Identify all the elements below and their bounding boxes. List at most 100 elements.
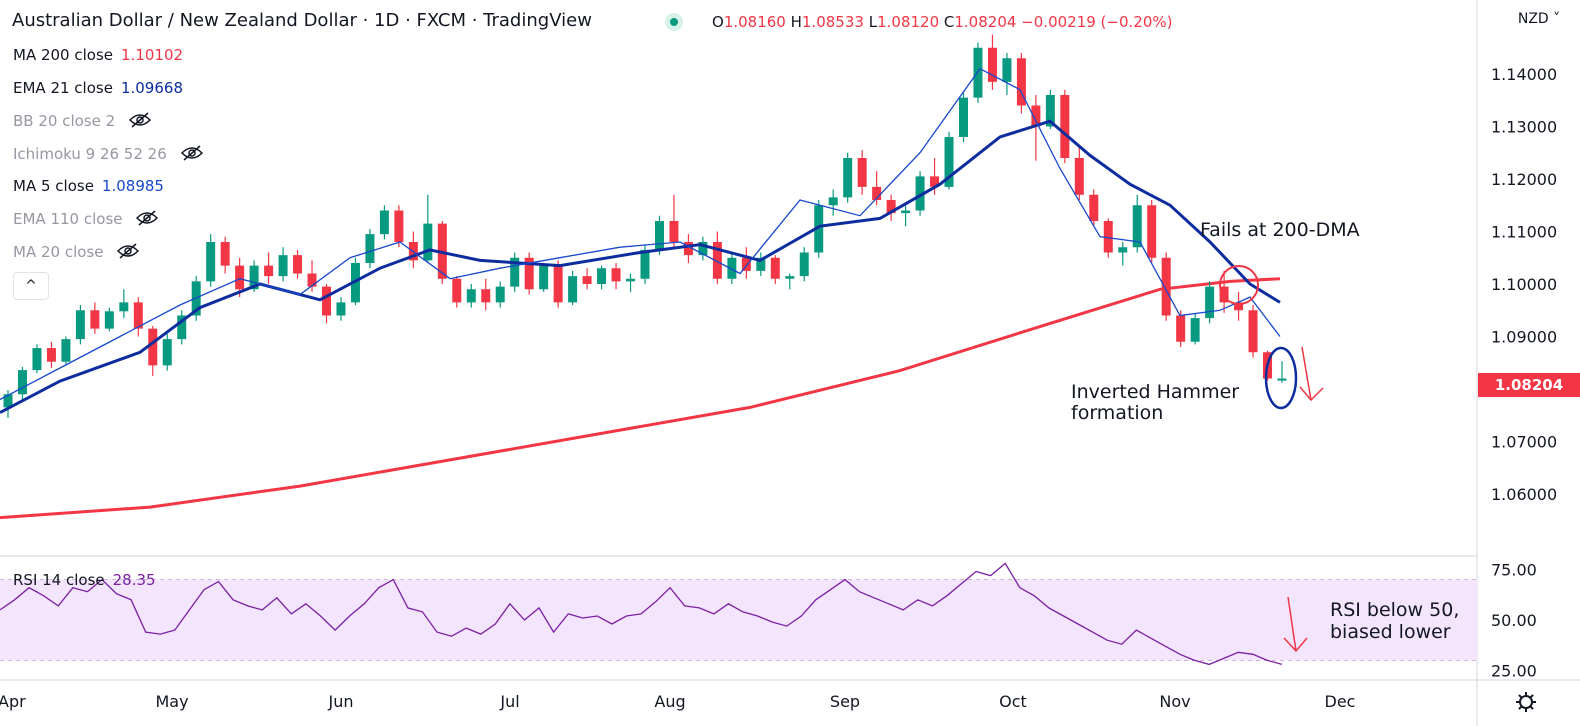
currency-selector[interactable]: NZD ˅ (1517, 11, 1561, 27)
candle (322, 284, 331, 324)
time-tick-label: Sep (830, 692, 860, 711)
candle (1089, 189, 1099, 227)
rsi-tick-label: 25.00 (1491, 662, 1537, 681)
legend-ma200[interactable]: MA 200 close 1.10102 (13, 46, 184, 64)
candle (915, 171, 925, 216)
candle (495, 281, 505, 308)
legend-ma5[interactable]: MA 5 close 1.08985 (13, 177, 164, 195)
candle (220, 236, 230, 274)
price-tick-label: 1.09000 (1491, 328, 1557, 347)
time-tick-label: Jul (499, 692, 519, 711)
candle (379, 205, 389, 240)
market-status-icon (665, 13, 683, 31)
candle (336, 297, 346, 321)
hidden-eye-icon[interactable] (135, 209, 159, 227)
legend-ema110[interactable]: EMA 110 close (13, 209, 159, 228)
candle (1118, 242, 1128, 266)
legend-ema21[interactable]: EMA 21 close 1.09668 (13, 79, 183, 97)
settings-gear-icon[interactable] (1516, 692, 1536, 712)
time-tick-label: Dec (1325, 692, 1356, 711)
time-tick-label: Apr (0, 692, 26, 711)
candle (293, 249, 303, 279)
annotation-fails: Fails at 200-DMA (1200, 219, 1360, 241)
price-tick-label: 1.07000 (1491, 433, 1557, 452)
candle (698, 236, 708, 261)
rsi-line (0, 562, 1283, 666)
time-tick-label: Aug (654, 692, 685, 711)
candle (148, 326, 158, 376)
candle (133, 297, 143, 337)
candle (1176, 310, 1186, 347)
candle (466, 284, 476, 308)
hidden-eye-icon[interactable] (128, 111, 152, 129)
candle (1161, 252, 1171, 321)
legend-ichimoku[interactable]: Ichimoku 9 26 52 26 (13, 144, 204, 163)
candle (959, 92, 968, 143)
legend-ma20[interactable]: MA 20 close (13, 242, 140, 261)
candle (944, 131, 954, 190)
candle (799, 247, 809, 282)
rsi-down-arrow (1283, 596, 1308, 653)
candle (1190, 312, 1200, 345)
candle (90, 302, 100, 334)
candle (539, 263, 549, 292)
candle (828, 189, 838, 216)
candle (843, 152, 853, 203)
annotation-rsi-line2: biased lower (1330, 621, 1451, 643)
candle (1277, 361, 1287, 383)
candle (669, 194, 679, 248)
candle (597, 265, 607, 290)
candle (61, 336, 71, 366)
candle (365, 228, 375, 269)
candle (481, 278, 491, 311)
time-tick-label: May (155, 692, 188, 711)
candle (206, 234, 216, 287)
candle (119, 289, 129, 319)
annotation-rsi-line1: RSI below 50, (1330, 599, 1460, 621)
rsi-legend[interactable]: RSI 14 close 28.35 (13, 571, 156, 589)
candle (973, 42, 983, 103)
candle (683, 234, 693, 263)
candle (626, 273, 636, 292)
hidden-eye-icon[interactable] (116, 242, 140, 260)
candle (17, 366, 27, 400)
legend-bb[interactable]: BB 20 close 2 (13, 111, 152, 130)
candle (814, 200, 824, 258)
candle (582, 268, 592, 290)
hammer-ellipse (1264, 346, 1298, 410)
rsi-tick-label: 50.00 (1491, 611, 1537, 630)
candle (857, 150, 867, 195)
candle (1219, 270, 1229, 313)
candle (104, 307, 114, 332)
candle (1031, 95, 1041, 161)
annotation-marks (1219, 265, 1324, 653)
candle (452, 276, 462, 308)
chart-title: Australian Dollar / New Zealand Dollar ·… (12, 10, 592, 31)
price-tick-label: 1.12000 (1491, 170, 1557, 189)
time-tick-label: Oct (999, 692, 1027, 711)
price-tick-label: 1.11000 (1491, 223, 1557, 242)
price-tick-label: 1.14000 (1491, 65, 1557, 84)
candle (46, 341, 56, 368)
rsi-path (0, 562, 1283, 666)
candle (1234, 291, 1244, 321)
hidden-eye-icon[interactable] (180, 144, 204, 162)
rsi-tick-label: 75.00 (1491, 561, 1537, 580)
candle (987, 34, 997, 90)
candle (75, 305, 85, 345)
candle (32, 344, 42, 374)
candle (307, 260, 317, 292)
last-price-label: 1.08204 (1478, 373, 1580, 397)
candle (756, 252, 766, 277)
collapse-legend-button[interactable]: ^ (13, 272, 49, 300)
candle (177, 310, 187, 345)
rejection-circle (1219, 265, 1259, 305)
candle (886, 194, 896, 221)
candle (524, 252, 534, 295)
axes: 1.14000 1.13000 1.12000 1.11000 1.10000 1.090… (0, 65, 1557, 712)
time-tick-label: Nov (1159, 692, 1190, 711)
ohlc-readout: O1.08160 H1.08533 L1.08120 C1.08204 −0.0… (712, 13, 1173, 31)
candle (770, 255, 780, 284)
candle (1147, 200, 1157, 263)
